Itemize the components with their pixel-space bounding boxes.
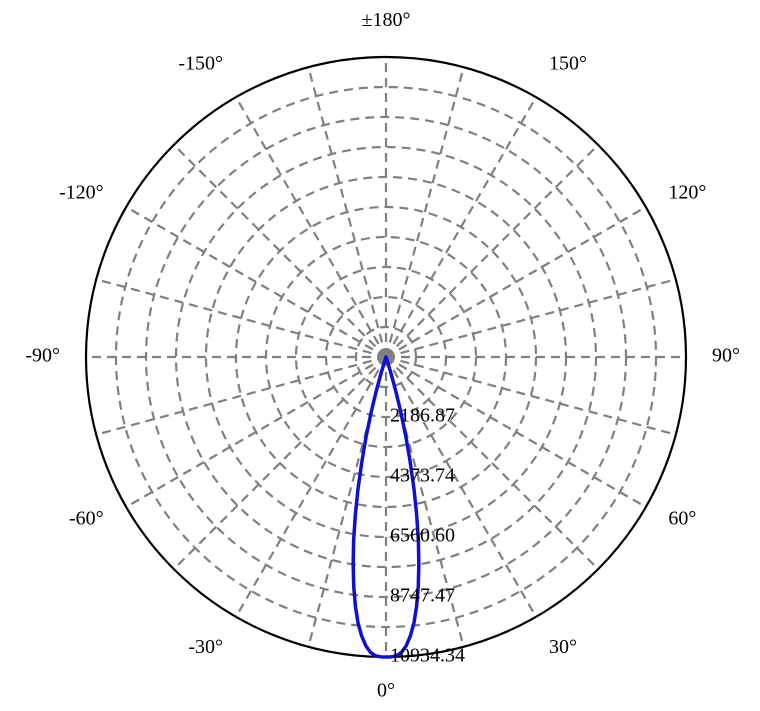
angle-tick-label: -150° — [178, 53, 223, 75]
angle-tick-label: 60° — [668, 508, 696, 530]
angle-tick-label: 30° — [549, 636, 577, 658]
angle-tick-label: 120° — [668, 182, 706, 204]
radius-tick-label: 4373.74 — [390, 465, 455, 487]
angle-tick-label: ±180° — [362, 9, 411, 31]
radius-tick-label: 2186.87 — [390, 405, 455, 427]
angle-tick-label: 90° — [712, 345, 740, 367]
radius-tick-label: 10934.34 — [390, 645, 465, 667]
angle-tick-label: -30° — [188, 636, 223, 658]
polar-chart: 0° 30° 60° 90° 120° 150° ±180° -150° -120° -90° -6… — [0, 0, 760, 711]
angle-tick-label: -90° — [25, 345, 60, 367]
angle-tick-label: -120° — [59, 182, 104, 204]
angle-tick-label: 0° — [377, 680, 395, 702]
angle-tick-label: 150° — [549, 53, 587, 75]
radius-tick-label: 6560.60 — [390, 525, 455, 547]
angle-tick-label: -60° — [69, 508, 104, 530]
radius-tick-label: 8747.47 — [390, 585, 455, 607]
